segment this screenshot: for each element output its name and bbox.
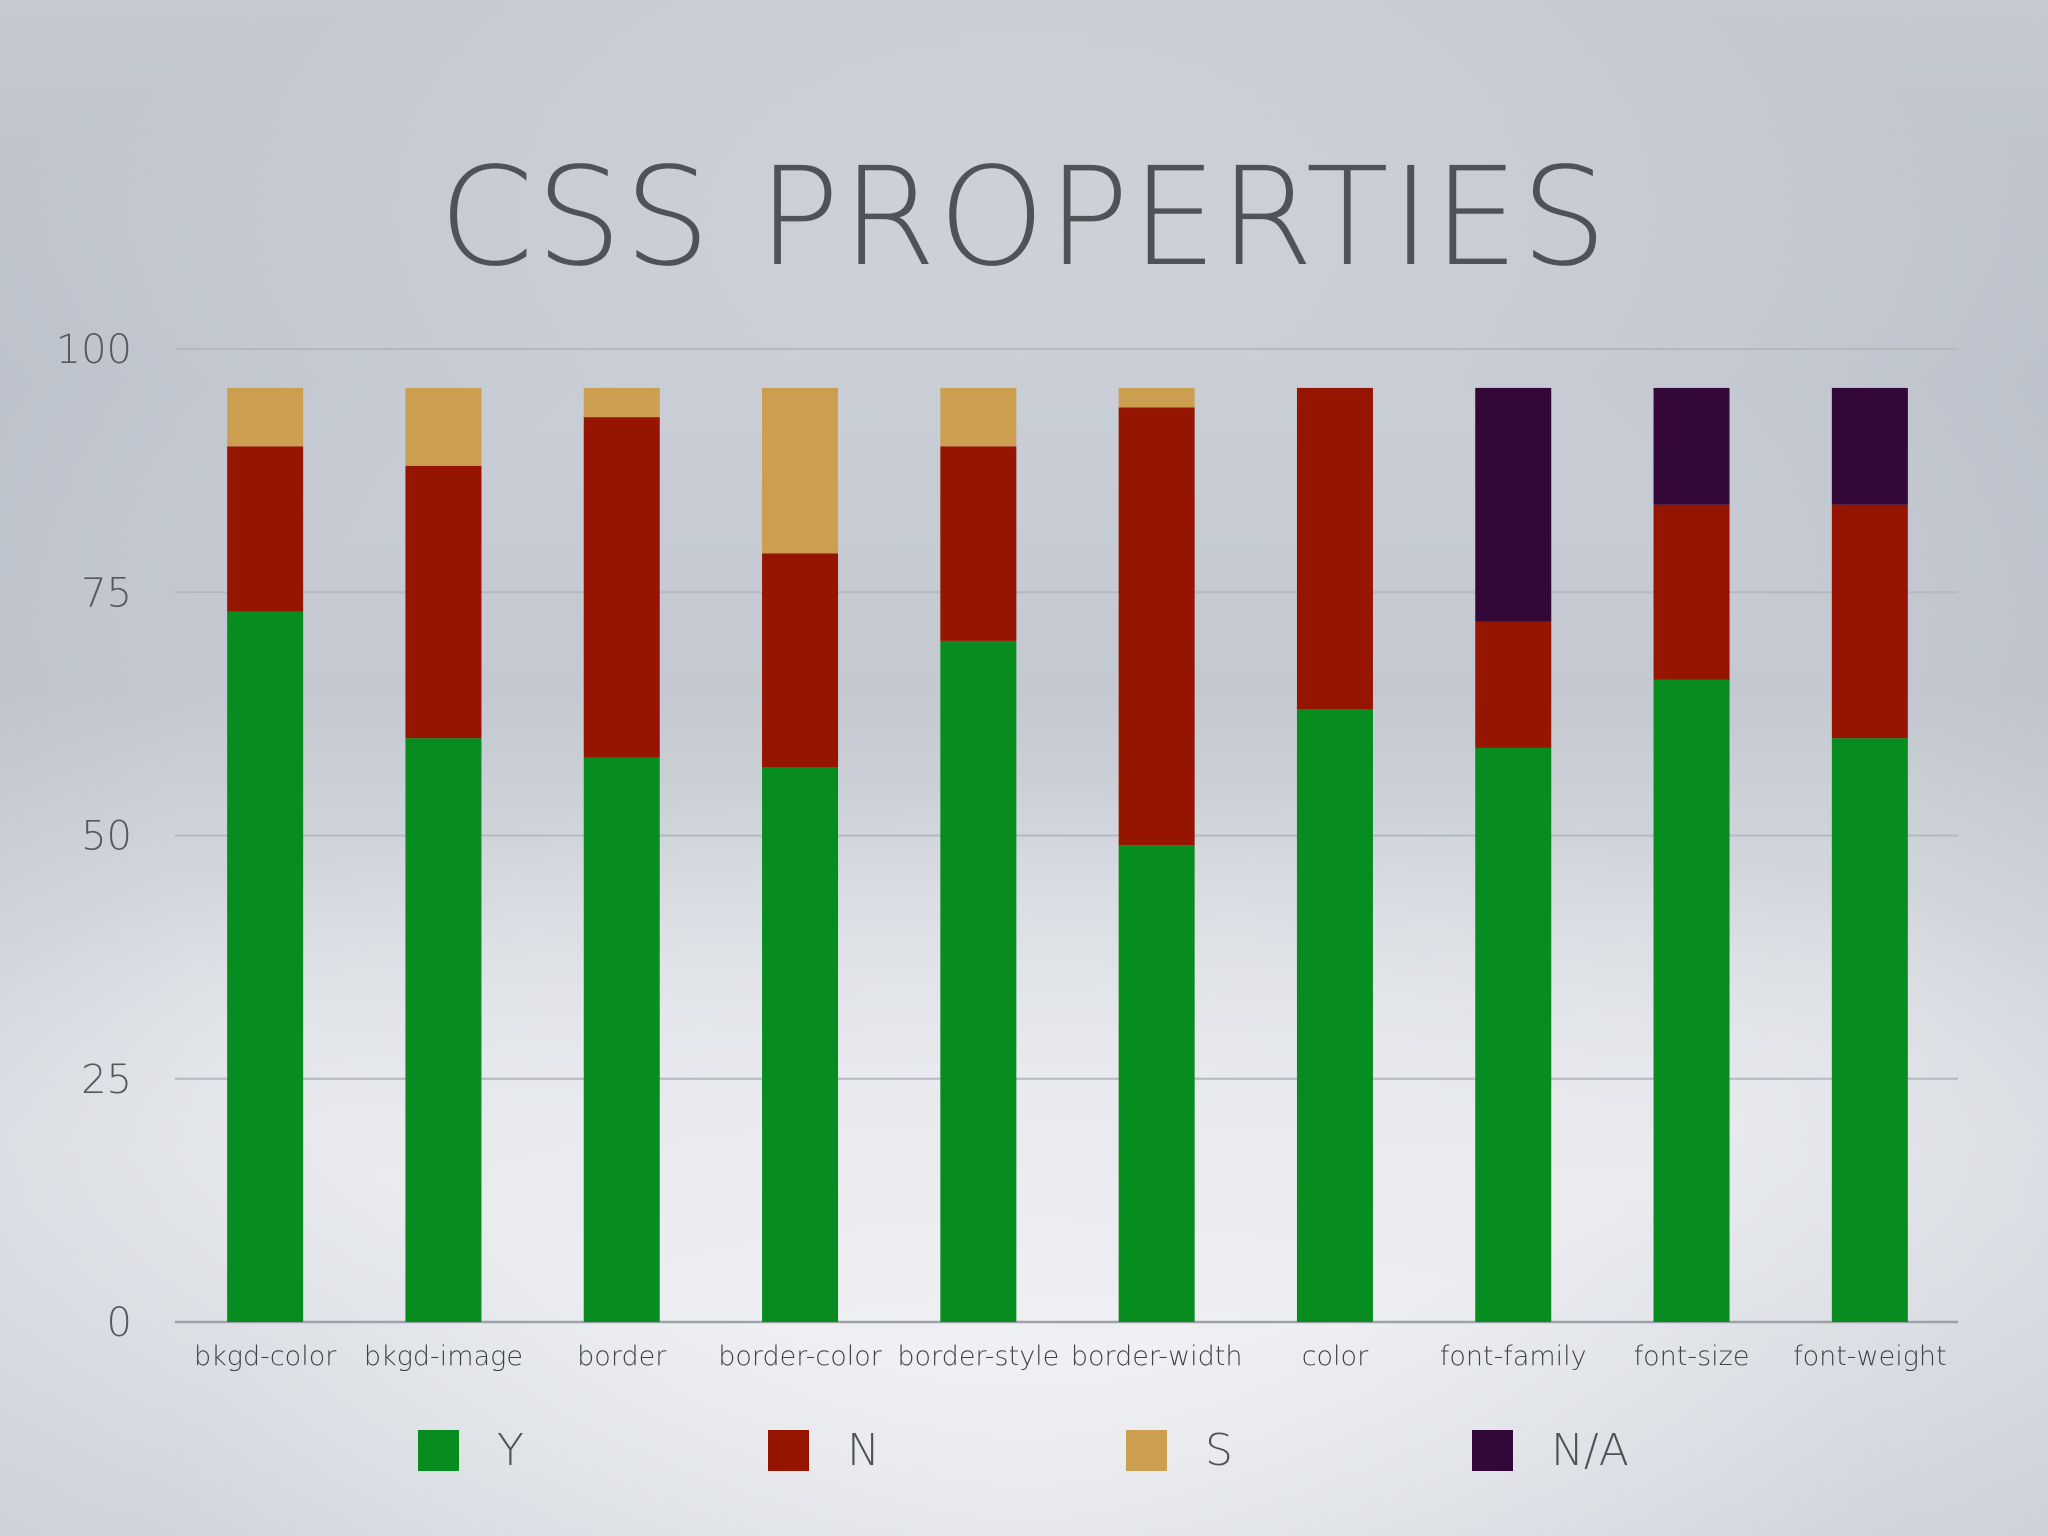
bar-segment-s-border-color — [762, 387, 839, 554]
y-tick-label: 25 — [81, 1057, 132, 1103]
bar-segment-n-bkgd-color — [227, 446, 304, 612]
bar-segment-n-border — [583, 417, 660, 758]
bar-segment-na-font-size — [1653, 387, 1730, 505]
bar-segment-y-bkgd-color — [227, 611, 304, 1322]
x-tick-label: font-family — [1440, 1341, 1587, 1372]
bar-segment-n-border-width — [1118, 407, 1195, 846]
x-tick-label: border-style — [897, 1341, 1059, 1372]
legend-swatch — [1472, 1429, 1513, 1471]
x-axis-ticks: bkgd-color bkgd-image border border-color bo… — [194, 1341, 1947, 1372]
bar-segment-n-border-style — [940, 446, 1017, 641]
x-tick-label: font-weight — [1793, 1341, 1947, 1372]
legend-swatch — [768, 1429, 809, 1471]
legend-item: S — [1126, 1420, 1233, 1480]
legend-item: N/A — [1472, 1420, 1629, 1480]
x-tick-label: border — [577, 1341, 667, 1372]
bar-segment-y-font-family — [1475, 747, 1552, 1322]
y-axis-ticks: 0 25 50 75 100 — [56, 327, 132, 1346]
bar-segment-y-border-color — [762, 767, 839, 1322]
bar-segment-n-border-color — [762, 553, 839, 768]
bar-segment-y-border-style — [940, 640, 1017, 1322]
legend-swatch — [1126, 1429, 1167, 1471]
x-tick-label: font-size — [1634, 1341, 1750, 1372]
bar-segment-y-font-size — [1653, 679, 1730, 1322]
bar-segment-y-border-width — [1118, 845, 1195, 1322]
bar-segment-n-font-weight — [1831, 504, 1908, 739]
chart-title: CSS PROPERTIES — [438, 139, 1610, 297]
legend-swatch — [418, 1429, 459, 1471]
bar-segment-s-border-width — [1118, 387, 1195, 408]
x-tick-label: bkgd-image — [364, 1341, 523, 1372]
legend-label: S — [1205, 1424, 1233, 1476]
bar-segment-s-border — [583, 387, 660, 418]
legend-label: N — [847, 1424, 880, 1476]
bar-segment-n-font-family — [1475, 621, 1552, 748]
legend-item: N — [768, 1420, 880, 1480]
y-tick-label: 100 — [56, 327, 132, 373]
legend-label: Y — [497, 1424, 524, 1476]
x-tick-label: color — [1302, 1341, 1369, 1372]
bar-segment-s-bkgd-color — [227, 387, 304, 447]
x-tick-label: border-width — [1071, 1341, 1243, 1372]
x-tick-label: border-color — [718, 1341, 883, 1372]
bar-segment-n-font-size — [1653, 504, 1730, 680]
bar-segment-na-font-family — [1475, 387, 1552, 622]
bar-segment-s-bkgd-image — [405, 387, 482, 466]
bar-segment-y-border — [583, 757, 660, 1322]
bar-segment-s-border-style — [940, 387, 1017, 447]
x-tick-label: bkgd-color — [194, 1341, 337, 1372]
legend-item: Y — [418, 1420, 524, 1480]
bar-segment-y-bkgd-image — [405, 738, 482, 1322]
bar-segment-na-font-weight — [1831, 387, 1908, 505]
bar-segment-n-color — [1296, 387, 1373, 710]
y-tick-label: 50 — [81, 814, 132, 860]
y-tick-label: 0 — [107, 1300, 132, 1346]
bar-segment-n-bkgd-image — [405, 465, 482, 739]
legend: Y N S N/A — [0, 1420, 2048, 1480]
legend-label: N/A — [1551, 1424, 1629, 1476]
bars — [227, 387, 1908, 1322]
bar-segment-y-font-weight — [1831, 738, 1908, 1322]
bar-segment-y-color — [1296, 709, 1373, 1322]
y-tick-label: 75 — [81, 570, 132, 616]
